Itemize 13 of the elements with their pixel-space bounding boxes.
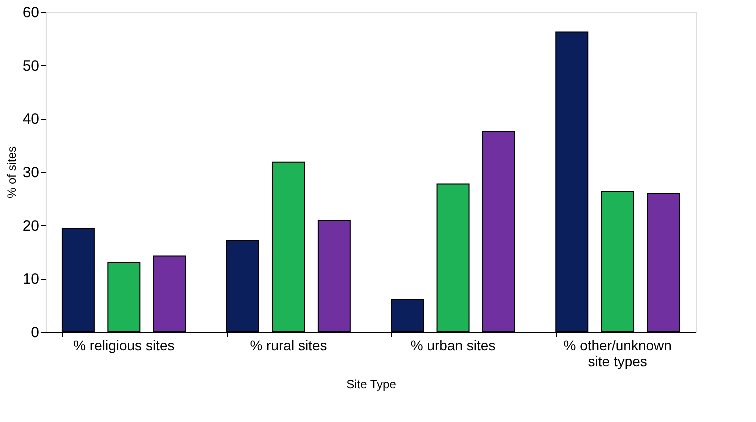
y-tick-label: 30 — [22, 164, 40, 182]
y-tick-label: 10 — [22, 271, 40, 288]
y-tick-label: 0 — [31, 324, 40, 342]
y-tick-label: 50 — [22, 58, 40, 75]
x-tick-label: % rural sites — [250, 338, 328, 354]
y-tick-label: 60 — [22, 4, 40, 22]
y-tick-label: 40 — [22, 111, 40, 128]
x-tick-label: % religious sites — [74, 338, 175, 354]
y-tick-label: 20 — [22, 218, 40, 235]
y-axis-title: % of sites — [4, 146, 19, 199]
x-tick-label: % other/unknown site types — [564, 338, 672, 370]
x-tick-label: % urban sites — [410, 338, 496, 354]
x-axis-title: Site Type — [346, 378, 397, 392]
